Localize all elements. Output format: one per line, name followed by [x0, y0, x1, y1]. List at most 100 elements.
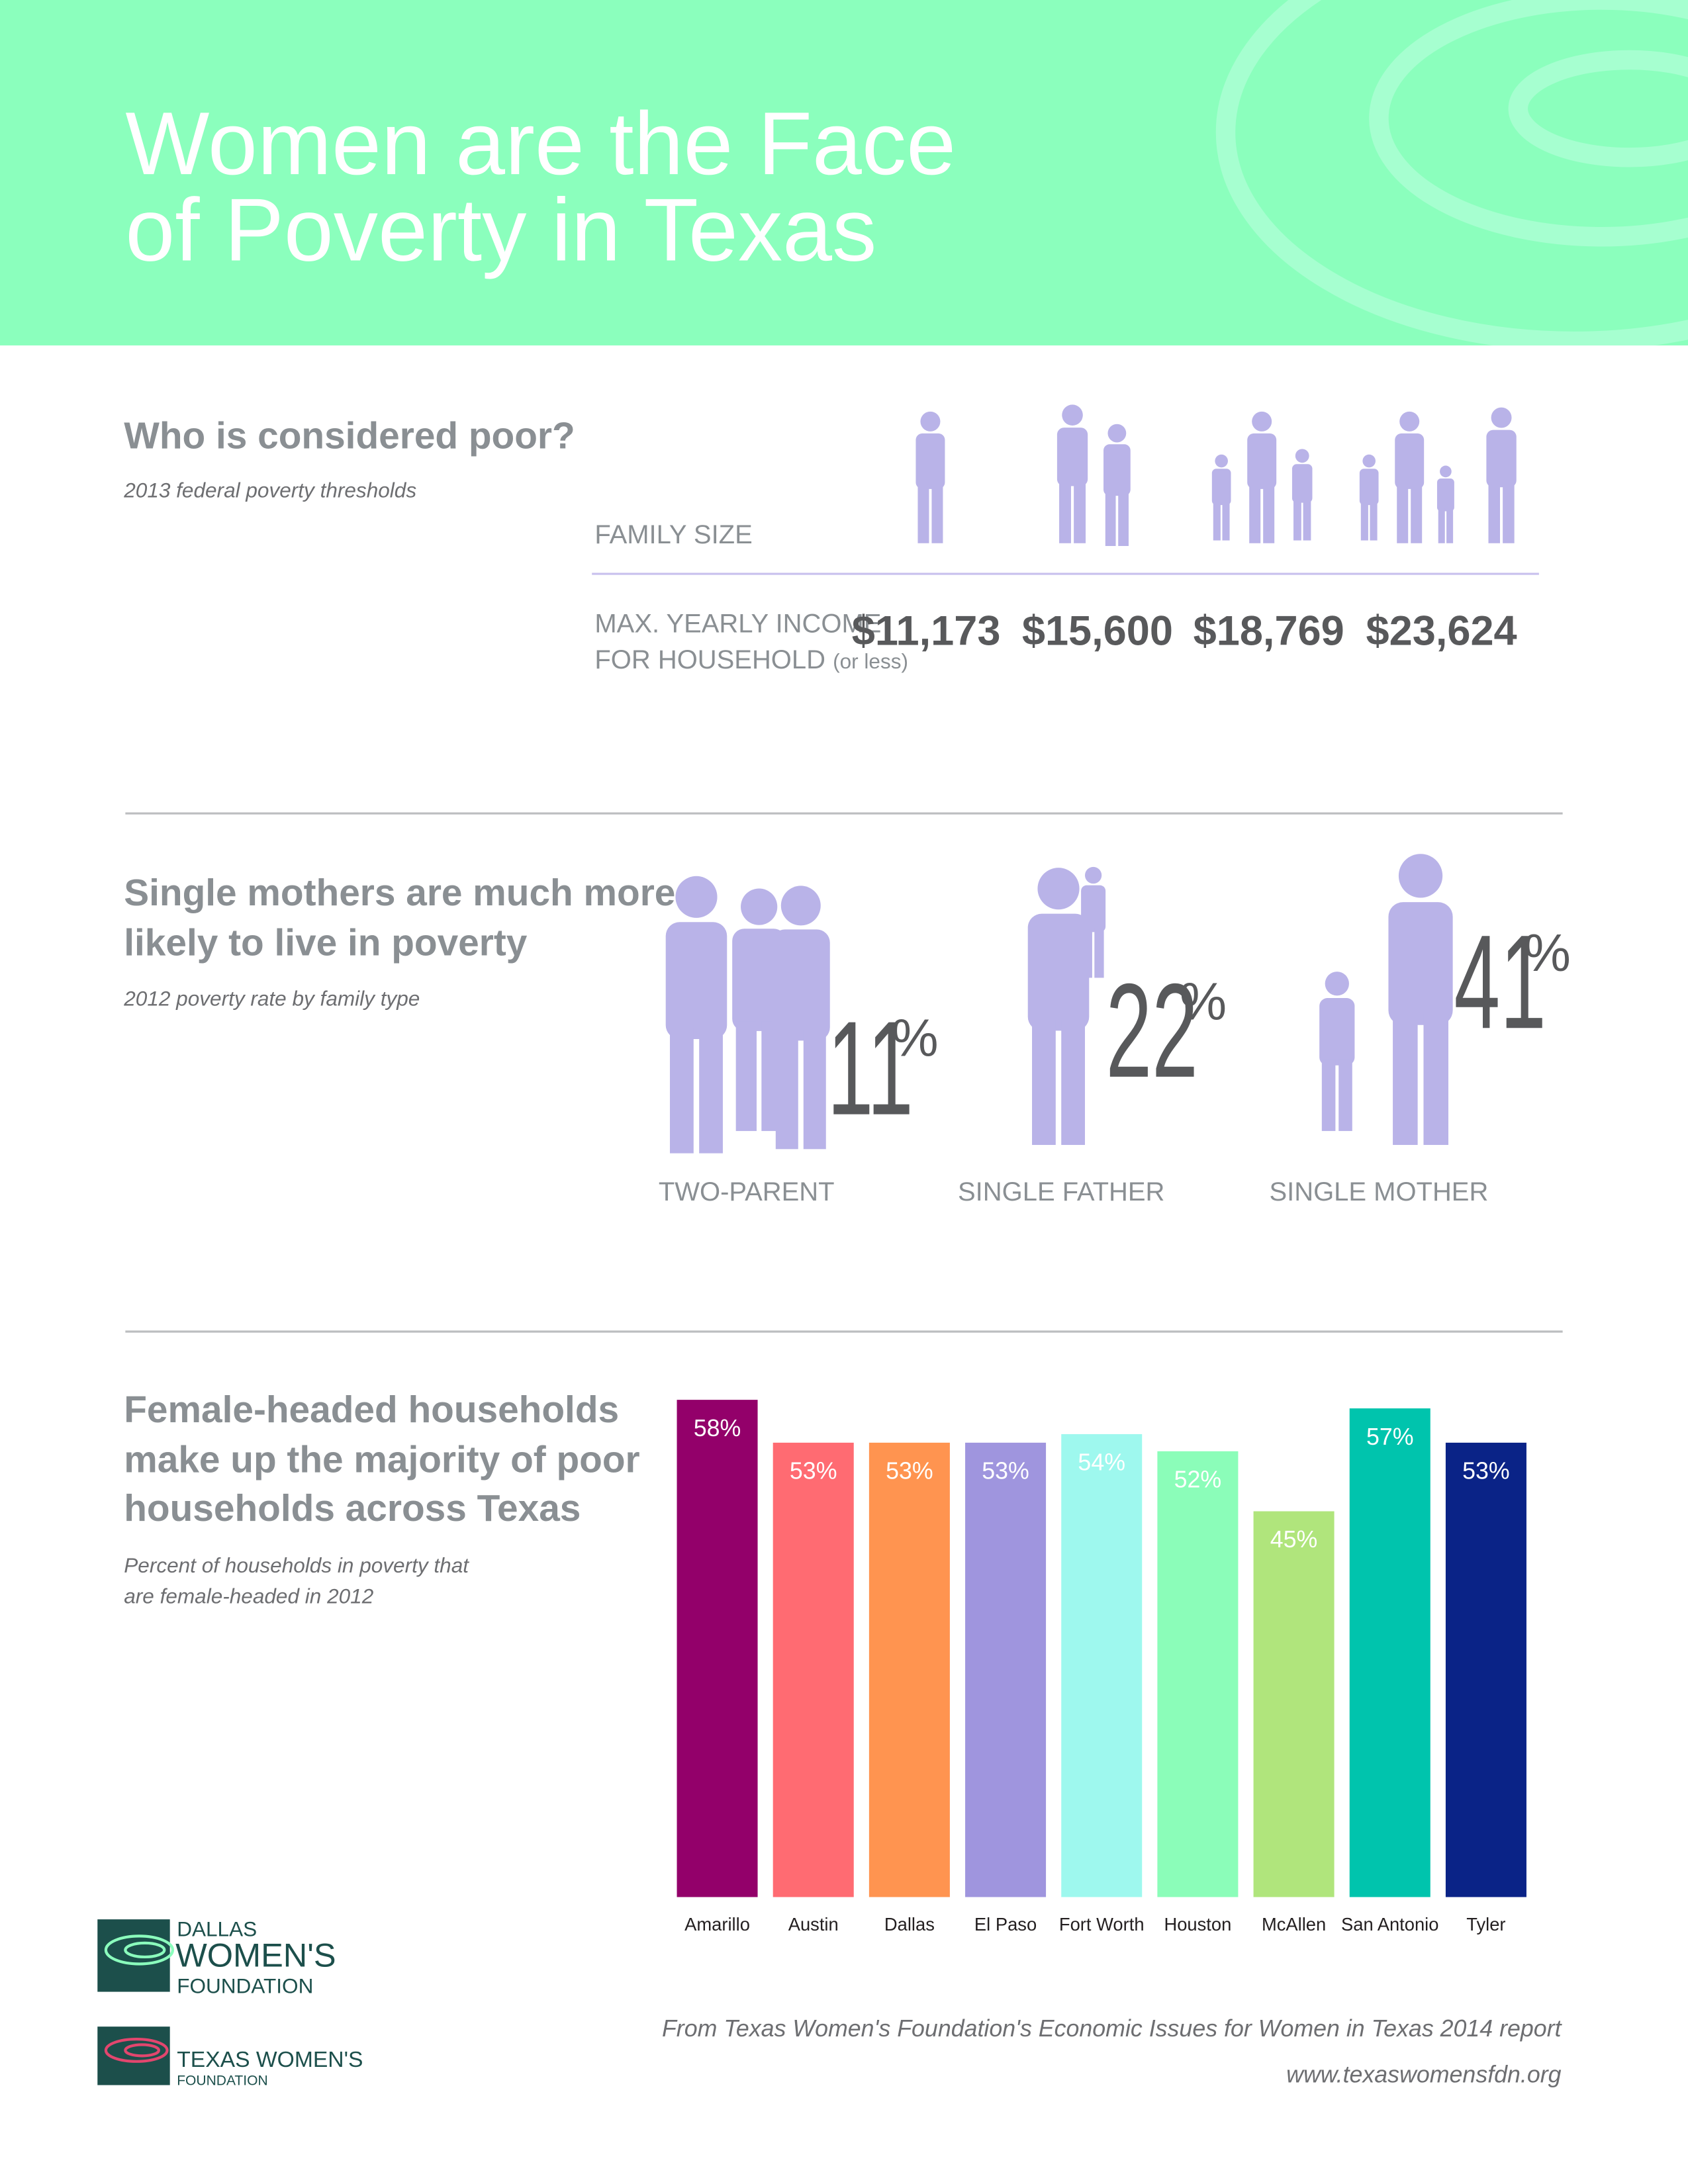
value-label: 54%: [1078, 1449, 1125, 1476]
bar: [1445, 1442, 1526, 1897]
bar-chart: 58% Amarillo 53% Austin 53% Dallas 53% El Paso 5…: [677, 1400, 1526, 1934]
silhouette: [1436, 478, 1454, 512]
chart-title: Female-headed households: [124, 1389, 619, 1431]
silhouette: [1074, 480, 1086, 543]
silhouette: [1094, 927, 1104, 978]
silhouette: [920, 411, 941, 432]
silhouette: [1393, 1013, 1418, 1145]
silhouette: [780, 886, 821, 926]
section-subtitle: 2012 poverty rate by family type: [123, 987, 420, 1011]
bar: [868, 1442, 950, 1897]
x-tick-label: McAllen: [1262, 1914, 1326, 1934]
value-label: 53%: [1462, 1458, 1510, 1484]
silhouette: [931, 483, 943, 543]
silhouette: [1491, 407, 1512, 428]
silhouettes: [665, 404, 1517, 1154]
silhouette: [1423, 1013, 1449, 1145]
value-label: 53%: [982, 1458, 1029, 1484]
silhouette: [1440, 465, 1452, 478]
poverty-rate: 11: [827, 993, 914, 1143]
income-label: FOR HOUSEHOLD: [594, 645, 825, 674]
poverty-rate: 22: [1106, 956, 1198, 1105]
chart-subtitle: Percent of households in poverty that: [124, 1553, 469, 1577]
silhouette: [1252, 411, 1272, 432]
silhouette: [1222, 501, 1230, 541]
chart-subtitle: are female-headed in 2012: [124, 1584, 373, 1608]
silhouette: [775, 1030, 798, 1150]
silhouette: [1488, 481, 1501, 543]
silhouette: [1027, 913, 1090, 1031]
silhouette: [1411, 483, 1423, 543]
x-tick-label: Houston: [1164, 1914, 1231, 1934]
title: of Poverty in Texas: [125, 180, 876, 280]
silhouette: [1438, 508, 1445, 543]
header-decoration: [1215, 0, 1688, 345]
silhouette: [1397, 483, 1409, 543]
value-label: 45%: [1270, 1526, 1318, 1553]
bar: [1061, 1433, 1143, 1897]
bar: [773, 1442, 854, 1897]
silhouette: [1325, 972, 1349, 996]
value-label: 57%: [1366, 1424, 1414, 1450]
family-type-label: SINGLE MOTHER: [1269, 1177, 1488, 1206]
bar: [1157, 1451, 1239, 1897]
silhouette: [1105, 490, 1116, 546]
bar: [1253, 1511, 1335, 1897]
silhouette: [915, 433, 945, 489]
section-title: Single mothers are much more: [124, 872, 675, 914]
silhouette: [1359, 469, 1379, 506]
silhouette: [1061, 1019, 1085, 1145]
silhouette: [675, 876, 718, 918]
silhouette: [670, 1028, 694, 1154]
silhouette: [699, 1028, 723, 1154]
silhouette: [1295, 449, 1309, 463]
silhouette: [1118, 490, 1129, 546]
value-label: 53%: [790, 1458, 837, 1484]
section-title: likely to live in poverty: [124, 923, 528, 964]
income-label: MAX. YEARLY INCOME: [594, 609, 881, 638]
silhouette: [1084, 866, 1102, 884]
value-label: 58%: [694, 1415, 741, 1441]
silhouette: [1321, 1059, 1336, 1131]
silhouette: [1056, 428, 1088, 486]
percent-sign: %: [1180, 972, 1227, 1031]
logo-text: DALLAS: [177, 1917, 257, 1940]
income: $11,173: [852, 608, 1001, 654]
bar: [677, 1400, 758, 1897]
silhouette: [1303, 499, 1311, 541]
silhouette: [1103, 444, 1131, 496]
chart-title: make up the majority of poor: [124, 1439, 639, 1481]
silhouette: [1362, 454, 1376, 468]
family-type-label: TWO-PARENT: [659, 1177, 835, 1206]
family-size-label: FAMILY SIZE: [594, 520, 752, 549]
logo-text: TEXAS WOMEN'S: [177, 2048, 363, 2072]
silhouette: [1213, 501, 1221, 541]
x-tick-label: El Paso: [974, 1914, 1037, 1934]
silhouette: [1395, 433, 1425, 489]
silhouette: [1059, 480, 1071, 543]
income: $18,769: [1194, 608, 1344, 654]
value-label: 52%: [1174, 1467, 1222, 1493]
logo-text: FOUNDATION: [177, 2073, 267, 2089]
silhouette: [1249, 483, 1261, 543]
silhouette: [1062, 404, 1083, 426]
silhouette: [1107, 424, 1127, 443]
silhouette: [1211, 469, 1231, 506]
x-tick-label: San Antonio: [1341, 1914, 1438, 1934]
silhouette: [1291, 464, 1313, 503]
silhouette: [1082, 927, 1092, 978]
silhouette: [1263, 483, 1275, 543]
income-note: (or less): [833, 649, 908, 673]
silhouette: [1370, 501, 1378, 541]
logo-text: WOMEN'S: [175, 1936, 336, 1974]
income-label: FOR HOUSEHOLD (or less): [594, 645, 908, 674]
percent-sign: %: [1524, 923, 1571, 982]
x-tick-label: Austin: [788, 1914, 839, 1934]
silhouette: [1319, 998, 1355, 1066]
percent-sign: %: [892, 1008, 939, 1067]
silhouette: [1486, 430, 1517, 488]
x-tick-label: Amarillo: [684, 1914, 750, 1934]
x-tick-label: Fort Worth: [1059, 1914, 1145, 1934]
